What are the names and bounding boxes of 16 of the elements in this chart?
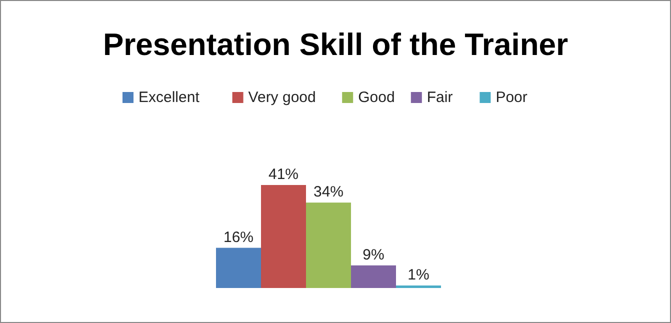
legend-label: Poor [496, 89, 528, 106]
legend-label: Excellent [138, 89, 200, 106]
chart-title: Presentation Skill of the Trainer [102, 27, 568, 62]
data-label: 34% [313, 184, 344, 201]
bar [351, 265, 396, 288]
legend-label: Good [358, 89, 395, 106]
bar [261, 185, 306, 288]
data-label: 1% [408, 266, 430, 284]
data-label: 9% [362, 246, 384, 264]
bar [396, 285, 441, 288]
bar [306, 202, 351, 288]
data-label: 16% [223, 228, 254, 246]
legend-label: Fair [426, 89, 453, 106]
data-label: 41% [268, 166, 299, 183]
legend-label: Very good [248, 89, 316, 106]
bar [216, 248, 261, 288]
